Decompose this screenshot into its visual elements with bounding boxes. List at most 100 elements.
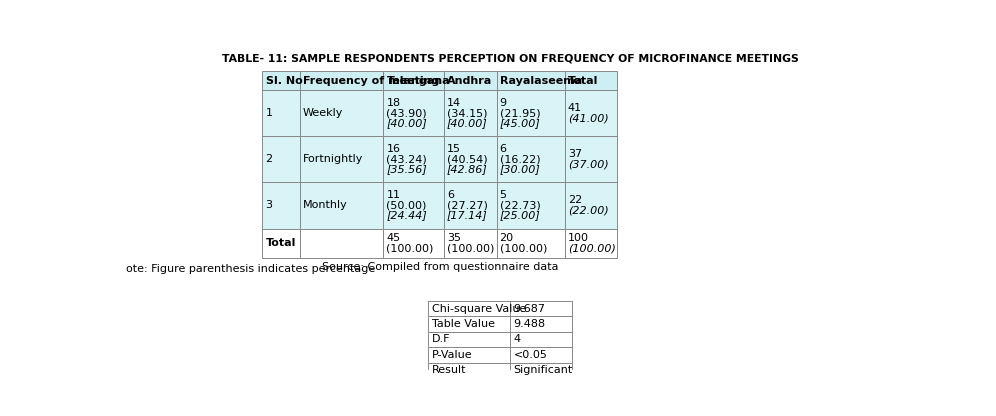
Text: 9.687: 9.687: [514, 304, 546, 314]
Text: 45: 45: [386, 233, 400, 243]
Text: Significant: Significant: [514, 365, 573, 375]
Text: [42.86]: [42.86]: [447, 164, 488, 174]
Text: (100.00): (100.00): [500, 243, 547, 253]
Text: 9: 9: [500, 98, 507, 108]
Bar: [510, 362, 572, 378]
Bar: [383, 182, 444, 228]
Bar: [428, 362, 510, 378]
Text: 18: 18: [386, 98, 400, 108]
Text: 20: 20: [500, 233, 514, 243]
Text: P-Value: P-Value: [432, 350, 473, 360]
Bar: [263, 136, 300, 182]
Text: 37: 37: [568, 149, 582, 159]
Text: [17.14]: [17.14]: [447, 210, 488, 220]
Bar: [428, 316, 510, 332]
Text: (21.95): (21.95): [500, 108, 540, 118]
Text: Source: Compiled from questionnaire data: Source: Compiled from questionnaire data: [322, 262, 558, 272]
Text: 9.488: 9.488: [514, 319, 546, 329]
Bar: [444, 136, 496, 182]
Text: 16: 16: [386, 144, 400, 154]
Text: 15: 15: [447, 144, 461, 154]
Text: ote: Figure parenthesis indicates percentage: ote: Figure parenthesis indicates percen…: [126, 264, 375, 274]
Text: Total: Total: [266, 238, 296, 248]
Text: 2: 2: [266, 154, 273, 164]
Bar: [383, 72, 444, 90]
Text: (16.22): (16.22): [500, 154, 540, 164]
Bar: [263, 182, 300, 228]
Text: (27.27): (27.27): [447, 201, 488, 210]
Bar: [383, 136, 444, 182]
Bar: [428, 332, 510, 347]
Text: Frequency of meeting: Frequency of meeting: [303, 76, 439, 86]
Text: Rayalaseema: Rayalaseema: [500, 76, 582, 86]
Bar: [300, 90, 383, 136]
Text: TABLE- 11: SAMPLE RESPONDENTS PERCEPTION ON FREQUENCY OF MICROFINANCE MEETINGS: TABLE- 11: SAMPLE RESPONDENTS PERCEPTION…: [222, 54, 799, 64]
Text: 11: 11: [386, 191, 400, 201]
Text: 41: 41: [568, 103, 582, 113]
Bar: [300, 182, 383, 228]
Bar: [496, 72, 565, 90]
Bar: [263, 228, 300, 258]
Text: [35.56]: [35.56]: [386, 164, 427, 174]
Text: 3: 3: [266, 201, 273, 210]
Bar: [510, 347, 572, 362]
Text: [25.00]: [25.00]: [500, 210, 541, 220]
Bar: [565, 182, 618, 228]
Text: Andhra: Andhra: [447, 76, 492, 86]
Text: [24.44]: [24.44]: [386, 210, 427, 220]
Text: Monthly: Monthly: [303, 201, 348, 210]
Bar: [496, 228, 565, 258]
Text: 6: 6: [447, 191, 454, 201]
Text: (100.00): (100.00): [447, 243, 494, 253]
Text: (40.54): (40.54): [447, 154, 487, 164]
Bar: [263, 90, 300, 136]
Text: 14: 14: [447, 98, 461, 108]
Bar: [510, 316, 572, 332]
Bar: [496, 90, 565, 136]
Text: Total: Total: [568, 76, 599, 86]
Text: (41.00): (41.00): [568, 113, 609, 123]
Text: (22.73): (22.73): [500, 201, 541, 210]
Text: Telangana: Telangana: [386, 76, 450, 86]
Text: Weekly: Weekly: [303, 108, 344, 118]
Bar: [510, 301, 572, 316]
Text: [40.00]: [40.00]: [386, 118, 427, 128]
Bar: [510, 332, 572, 347]
Bar: [565, 72, 618, 90]
Text: (22.00): (22.00): [568, 206, 609, 215]
Text: Table Value: Table Value: [432, 319, 495, 329]
Bar: [263, 72, 300, 90]
Text: [40.00]: [40.00]: [447, 118, 488, 128]
Bar: [565, 228, 618, 258]
Bar: [444, 228, 496, 258]
Bar: [444, 182, 496, 228]
Bar: [444, 90, 496, 136]
Bar: [496, 182, 565, 228]
Bar: [565, 90, 618, 136]
Text: 1: 1: [266, 108, 273, 118]
Text: Chi-square Value: Chi-square Value: [432, 304, 527, 314]
Text: Sl. No: Sl. No: [266, 76, 303, 86]
Bar: [428, 301, 510, 316]
Text: (100.00): (100.00): [386, 243, 434, 253]
Bar: [300, 72, 383, 90]
Text: (100.00): (100.00): [568, 243, 616, 253]
Text: (37.00): (37.00): [568, 159, 609, 169]
Bar: [383, 90, 444, 136]
Text: D.F: D.F: [432, 334, 450, 344]
Bar: [565, 136, 618, 182]
Bar: [496, 136, 565, 182]
Text: 100: 100: [568, 233, 589, 243]
Text: [45.00]: [45.00]: [500, 118, 541, 128]
Text: Fortnightly: Fortnightly: [303, 154, 364, 164]
Bar: [383, 228, 444, 258]
Bar: [300, 228, 383, 258]
Bar: [300, 136, 383, 182]
Text: 35: 35: [447, 233, 461, 243]
Text: (43.24): (43.24): [386, 154, 427, 164]
Bar: [444, 72, 496, 90]
Text: [30.00]: [30.00]: [500, 164, 541, 174]
Text: (43.90): (43.90): [386, 108, 427, 118]
Bar: [428, 347, 510, 362]
Text: 5: 5: [500, 191, 507, 201]
